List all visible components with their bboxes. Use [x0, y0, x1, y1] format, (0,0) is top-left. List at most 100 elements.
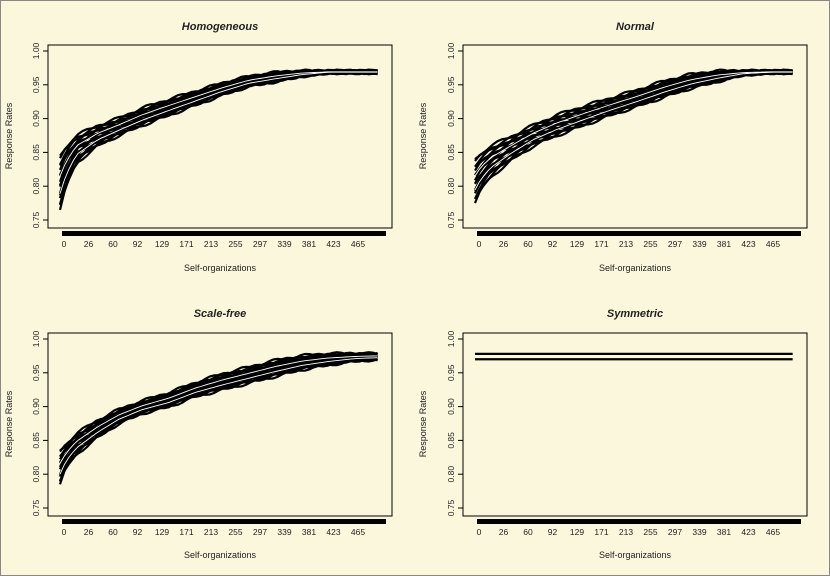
series-run	[59, 354, 378, 468]
panel-scale-free: Scale-free 0.75 0.80 0.85 0.90 0.95 1.00 0 26 6…	[4, 308, 393, 560]
series-run	[59, 68, 378, 157]
x-tick-label: 465	[351, 527, 365, 537]
y-axis-ticks: 0.75 0.80 0.85 0.90 0.95 1.00	[31, 330, 48, 516]
x-axis-rug	[62, 519, 386, 524]
y-tick-label: 0.95	[31, 76, 41, 93]
series-run	[474, 69, 793, 176]
y-axis-ticks: 0.75 0.80 0.85 0.90 0.95 1.00	[446, 42, 463, 228]
y-tick-label: 0.90	[31, 398, 41, 415]
x-tick-label: 92	[133, 239, 143, 249]
x-axis-ticks: 0 26 60 92 129 171 213 255 297 339 381 423 465	[62, 231, 386, 249]
y-tick-label: 1.00	[31, 42, 41, 59]
x-tick-label: 423	[741, 527, 755, 537]
y-tick-label: 0.80	[31, 178, 41, 195]
x-tick-label: 465	[766, 527, 780, 537]
x-tick-label: 0	[477, 239, 482, 249]
y-tick-label: 0.90	[446, 110, 456, 127]
series-gap	[59, 357, 378, 475]
x-tick-label: 255	[643, 239, 657, 249]
x-tick-label: 423	[326, 527, 340, 537]
panel-title: Homogeneous	[182, 21, 258, 33]
x-axis-label: Self-organizations	[184, 263, 257, 273]
x-axis-rug	[62, 231, 386, 236]
x-axis-ticks: 0 26 60 92 129 171 213 255 297 339 381 423 465	[477, 519, 801, 537]
panel-title: Symmetric	[607, 308, 663, 320]
y-tick-label: 0.85	[31, 144, 41, 161]
y-tick-label: 0.95	[446, 364, 456, 381]
panel-symmetric: Symmetric 0.75 0.80 0.85 0.90 0.95 1.00 0 26 60…	[418, 308, 808, 560]
series-run	[59, 351, 378, 452]
x-tick-label: 381	[302, 527, 316, 537]
x-tick-label: 339	[277, 239, 291, 249]
x-tick-label: 297	[668, 527, 682, 537]
panel-title: Normal	[616, 21, 655, 33]
x-tick-label: 423	[741, 239, 755, 249]
x-tick-label: 0	[62, 527, 67, 537]
series-run	[474, 69, 793, 181]
x-tick-label: 60	[108, 239, 118, 249]
data-marks	[58, 68, 378, 211]
x-tick-label: 60	[523, 239, 533, 249]
panel-homogeneous: Homogeneous 0.75 0.80 0.85 0.90 0.95 1.00 0 26…	[4, 21, 393, 273]
y-tick-label: 0.85	[446, 432, 456, 449]
plot-area	[462, 44, 808, 229]
series-run	[59, 351, 378, 458]
series-run	[59, 353, 378, 464]
x-tick-label: 171	[179, 239, 193, 249]
y-axis-ticks: 0.75 0.80 0.85 0.90 0.95 1.00	[446, 330, 463, 516]
x-axis-rug	[477, 231, 801, 236]
panel-title: Scale-free	[194, 308, 247, 320]
x-tick-label: 339	[692, 527, 706, 537]
y-tick-label: 0.85	[31, 432, 41, 449]
y-tick-label: 1.00	[31, 330, 41, 347]
series-gap	[59, 71, 378, 194]
y-tick-label: 0.75	[446, 499, 456, 516]
series-run	[59, 351, 378, 453]
series-gap	[474, 71, 793, 177]
x-tick-label: 255	[228, 239, 242, 249]
x-tick-label: 297	[668, 239, 682, 249]
y-tick-label: 0.80	[31, 466, 41, 483]
series-run	[474, 69, 793, 184]
x-tick-label: 0	[477, 527, 482, 537]
series-run	[474, 68, 793, 176]
x-tick-label: 213	[204, 527, 218, 537]
plot-area	[47, 332, 393, 517]
y-tick-label: 0.95	[31, 364, 41, 381]
x-tick-label: 423	[326, 239, 340, 249]
series-gap	[474, 71, 793, 191]
x-axis-rug	[477, 519, 801, 524]
y-tick-label: 0.95	[446, 76, 456, 93]
x-tick-label: 129	[570, 527, 584, 537]
data-marks	[475, 352, 793, 361]
series-run	[59, 68, 378, 159]
x-tick-label: 129	[155, 239, 169, 249]
y-tick-label: 1.00	[446, 42, 456, 59]
plot-area	[462, 332, 808, 517]
x-tick-label: 60	[523, 527, 533, 537]
x-tick-label: 297	[253, 527, 267, 537]
plot-area	[47, 44, 393, 229]
series-gap	[59, 71, 378, 177]
y-tick-label: 0.75	[31, 499, 41, 516]
x-tick-label: 129	[570, 239, 584, 249]
y-tick-label: 0.85	[446, 144, 456, 161]
y-axis-ticks: 0.75 0.80 0.85 0.90 0.95 1.00	[31, 42, 48, 228]
series-run	[474, 69, 793, 172]
y-tick-label: 0.90	[31, 110, 41, 127]
x-tick-label: 255	[228, 527, 242, 537]
x-tick-label: 171	[594, 527, 608, 537]
x-tick-label: 381	[717, 527, 731, 537]
y-axis-label: Response Rates	[418, 102, 428, 169]
x-tick-label: 92	[548, 527, 558, 537]
x-axis-label: Self-organizations	[599, 263, 672, 273]
x-tick-label: 129	[155, 527, 169, 537]
y-tick-label: 0.75	[446, 211, 456, 228]
x-tick-label: 26	[499, 239, 509, 249]
series-run	[59, 353, 378, 464]
x-tick-label: 171	[179, 527, 193, 537]
x-tick-label: 381	[717, 239, 731, 249]
x-tick-label: 381	[302, 239, 316, 249]
x-tick-label: 339	[692, 239, 706, 249]
